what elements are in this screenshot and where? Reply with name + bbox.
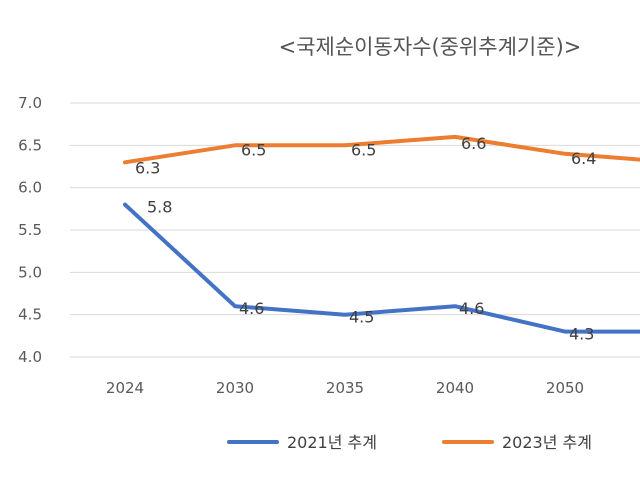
legend: 2021년 추계 2023년 추계 xyxy=(227,433,592,452)
data-label: 4.3 xyxy=(569,325,594,344)
data-label: 5.8 xyxy=(147,198,172,217)
legend-label: 2023년 추계 xyxy=(502,433,592,452)
x-tick-label: 2024 xyxy=(106,379,144,397)
data-label: 6.6 xyxy=(461,134,486,153)
y-tick-label: 7.0 xyxy=(18,94,42,112)
data-labels: 5.8 4.6 4.5 4.6 4.3 6.3 6.5 6.5 6.6 6.4 xyxy=(135,134,596,344)
y-tick-label: 5.0 xyxy=(18,263,42,281)
y-tick-label: 6.0 xyxy=(18,179,42,197)
data-label: 6.4 xyxy=(571,149,596,168)
data-label: 4.5 xyxy=(349,308,374,327)
y-tick-label: 6.5 xyxy=(18,136,42,154)
x-tick-label: 2035 xyxy=(326,379,364,397)
x-tick-label: 2030 xyxy=(216,379,254,397)
series-line xyxy=(123,134,640,165)
x-axis-ticks: 202420302035204020502060 xyxy=(106,379,584,397)
y-axis-ticks: 7.0 6.5 6.0 5.5 5.0 4.5 4.0 xyxy=(18,94,42,366)
series-lines xyxy=(123,134,640,334)
y-tick-label: 4.5 xyxy=(18,306,42,324)
y-tick-label: 5.5 xyxy=(18,221,42,239)
legend-label: 2021년 추계 xyxy=(287,433,377,452)
data-label: 6.5 xyxy=(351,140,376,159)
series-line xyxy=(123,202,640,334)
data-label: 4.6 xyxy=(459,299,484,318)
chart-title: <국제순이동자수(중위추계기준)> xyxy=(279,35,582,59)
x-tick-label: 2050 xyxy=(546,379,584,397)
data-label: 6.3 xyxy=(135,158,160,177)
x-tick-label: 2040 xyxy=(436,379,474,397)
data-label: 6.5 xyxy=(241,140,266,159)
data-label: 4.6 xyxy=(239,299,264,318)
y-tick-label: 4.0 xyxy=(18,348,42,366)
